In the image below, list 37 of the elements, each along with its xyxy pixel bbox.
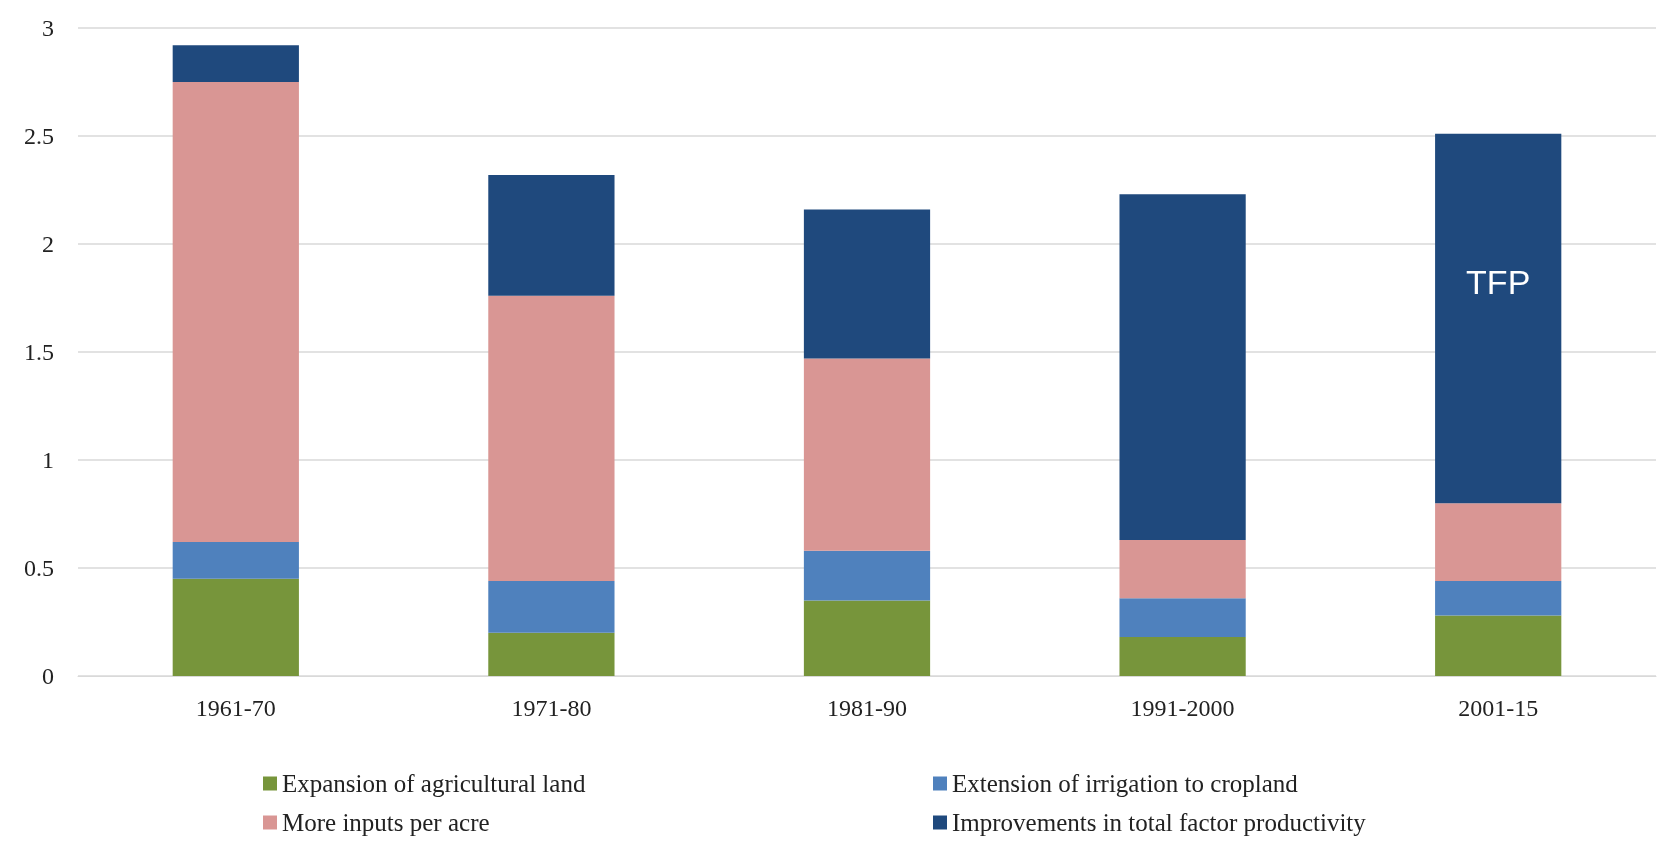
y-tick-label: 2.5 [24,123,54,149]
bar [1435,503,1562,581]
bar [172,82,299,543]
y-tick-label: 0 [42,663,54,689]
bar [1435,580,1562,616]
x-tick-label: 1991-2000 [1130,695,1235,721]
legend-label: Expansion of agricultural land [282,770,586,797]
bar [803,358,931,551]
bar [803,600,931,676]
bar [172,45,299,82]
legend-label: Improvements in total factor productivity [952,809,1367,836]
y-tick-label: 3 [42,15,54,41]
bar [488,295,615,581]
bar [172,578,299,676]
bar [1435,133,1562,504]
y-tick-label: 2 [42,231,54,257]
y-tick-label: 0.5 [24,555,54,581]
bar [488,174,615,296]
legend-label: More inputs per acre [282,809,490,836]
bar [488,632,615,676]
bar [1119,637,1246,676]
bar [172,542,299,579]
x-tick-label: 1961-70 [195,695,276,721]
x-tick-label: 1971-80 [511,695,592,721]
bar [803,550,931,601]
bar [1119,598,1246,638]
x-tick-label: 1981-90 [827,695,907,721]
bar [488,580,615,633]
bar [1119,539,1246,599]
bar [803,209,931,359]
x-tick-label: 2001-15 [1458,695,1539,721]
bar [1435,615,1562,676]
y-tick-label: 1.5 [24,339,54,365]
bar [1119,194,1246,540]
annotation: TFP [1466,262,1531,301]
y-tick-label: 1 [42,447,54,473]
legend-label: Extension of irrigation to cropland [952,770,1299,797]
